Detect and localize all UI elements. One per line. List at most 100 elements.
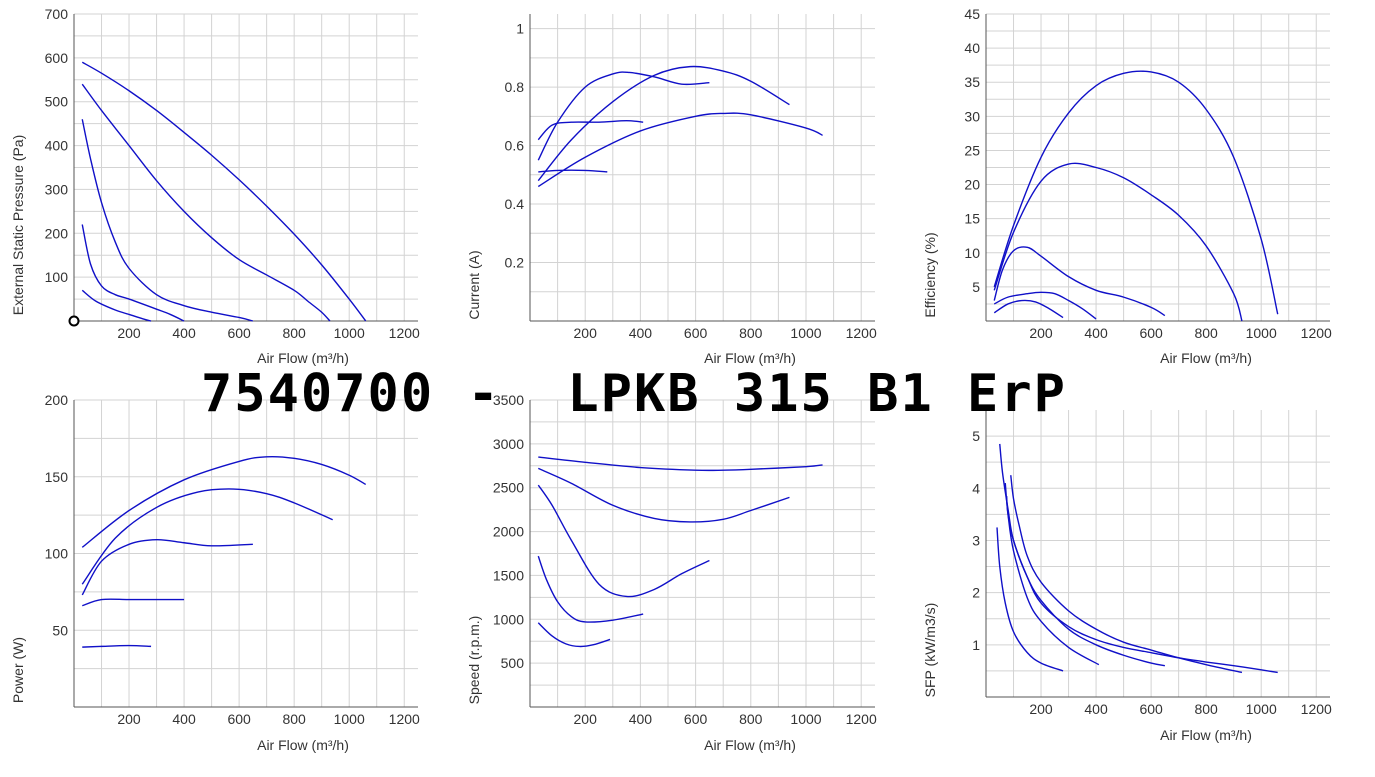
x-tick-label: 1000 (790, 711, 821, 727)
y-tick-label: 0.4 (505, 196, 525, 212)
x-tick-label: 400 (1084, 701, 1108, 717)
x-tick-label: 600 (684, 711, 708, 727)
x-tick-label: 1000 (790, 325, 821, 341)
efficiency-series-line (993, 162, 1243, 322)
y-tick-label: 200 (45, 392, 69, 408)
y-tick-label: 20 (964, 177, 980, 193)
current-series-line (538, 169, 608, 173)
y-tick-label: 0.8 (505, 79, 525, 95)
sfp-series-line (1004, 482, 1100, 666)
speed-series-line (538, 456, 823, 472)
y-tick-label: 200 (45, 225, 69, 241)
x-tick-label: 400 (629, 325, 653, 341)
x-tick-label: 200 (574, 325, 598, 341)
current-series-line (537, 112, 823, 188)
product-title: 7540700 - LPKB 315 B1 ErP (201, 364, 1067, 424)
x-tick-label: 1200 (846, 711, 877, 727)
y-tick-label: 2500 (493, 480, 524, 496)
pressure-series-line (81, 289, 152, 322)
x-tick-label: 200 (117, 711, 141, 727)
y-tick-label: 3500 (493, 392, 524, 408)
power-x-axis-label: Air Flow (m³/h) (257, 737, 349, 753)
y-tick-label: 25 (964, 142, 980, 158)
x-tick-label: 400 (1084, 325, 1108, 341)
current-grid (530, 14, 875, 321)
x-tick-label: 800 (739, 711, 763, 727)
y-tick-label: 500 (501, 655, 525, 671)
current-series-line (537, 71, 710, 161)
x-tick-label: 200 (1029, 701, 1053, 717)
x-tick-label: 400 (172, 325, 196, 341)
y-tick-label: 0.2 (505, 255, 525, 271)
x-tick-label: 1000 (1246, 325, 1277, 341)
y-tick-label: 400 (45, 138, 69, 154)
pressure-y-axis-label: External Static Pressure (Pa) (10, 135, 26, 316)
sfp-series-line (1010, 475, 1243, 674)
y-tick-label: 300 (45, 181, 69, 197)
power-series-line (81, 488, 333, 585)
efficiency-series-line (993, 246, 1166, 317)
y-tick-label: 4 (972, 480, 980, 496)
y-tick-label: 5 (972, 279, 980, 295)
pressure-series-line (81, 61, 367, 322)
x-tick-label: 800 (1194, 325, 1218, 341)
power-chart: 200 400 600 800 1000 1200 50 100 150 200 Air Flow … (10, 392, 420, 753)
x-tick-label: 1200 (1301, 701, 1332, 717)
power-series-line (81, 455, 367, 548)
sfp-series-line (996, 527, 1064, 672)
x-tick-label: 1200 (1301, 325, 1332, 341)
y-tick-label: 35 (964, 74, 980, 90)
y-tick-label: 3 (972, 532, 980, 548)
y-tick-label: 0.6 (505, 138, 525, 154)
speed-series-line (537, 622, 611, 648)
sfp-y-axis-label: SFP (kW/m3/s) (922, 603, 938, 698)
speed-y-axis-label: Speed (r.p.m.) (466, 616, 482, 705)
y-tick-label: 1 (516, 21, 524, 37)
y-tick-label: 50 (52, 622, 68, 638)
efficiency-y-axis-label: Efficiency (%) (922, 232, 938, 317)
y-tick-label: 1500 (493, 567, 524, 583)
x-tick-label: 1200 (389, 711, 420, 727)
x-tick-label: 1000 (334, 325, 365, 341)
speed-series-line (537, 467, 790, 523)
power-series-line (81, 538, 253, 596)
y-tick-label: 15 (964, 211, 980, 227)
pressure-chart: 200 400 600 800 1000 1200 100 200 300 400 500 600 70… (10, 6, 420, 366)
efficiency-series-line (993, 299, 1064, 319)
efficiency-chart: 200 400 600 800 1000 1200 5 10 15 20 25 30 35 40 45 Air… (922, 6, 1332, 366)
y-tick-label: 5 (972, 428, 980, 444)
sfp-chart: 200 400 600 800 1000 1200 1 2 3 4 5 Air Flow (m³/h)… (922, 410, 1332, 743)
y-tick-label: 150 (45, 469, 69, 485)
x-tick-label: 1000 (1246, 701, 1277, 717)
y-tick-label: 30 (964, 108, 980, 124)
x-tick-label: 800 (282, 711, 306, 727)
efficiency-x-axis-label: Air Flow (m³/h) (1160, 350, 1252, 366)
efficiency-series-line (993, 291, 1097, 320)
pressure-series-line (81, 83, 331, 322)
pressure-series-line (81, 224, 185, 322)
power-grid (74, 399, 418, 707)
sfp-series-line (1005, 496, 1166, 667)
speed-series-line (537, 484, 710, 598)
x-tick-label: 1200 (389, 325, 420, 341)
y-tick-label: 700 (45, 6, 69, 22)
y-tick-label: 45 (964, 6, 980, 22)
x-tick-label: 400 (629, 711, 653, 727)
x-tick-label: 600 (1139, 325, 1163, 341)
power-y-axis-label: Power (W) (10, 637, 26, 703)
operating-point-marker[interactable] (68, 315, 80, 327)
sfp-x-axis-label: Air Flow (m³/h) (1160, 727, 1252, 743)
current-series-line (537, 120, 644, 141)
y-tick-label: 100 (45, 269, 69, 285)
speed-grid (530, 399, 875, 707)
speed-series-line (537, 555, 644, 623)
x-tick-label: 200 (117, 325, 141, 341)
current-x-axis-label: Air Flow (m³/h) (704, 350, 796, 366)
current-chart: 200 400 600 800 1000 1200 0.2 0.4 0.6 0.8 1 Air Flo… (466, 14, 877, 366)
y-tick-label: 100 (45, 546, 69, 562)
x-tick-label: 600 (1139, 701, 1163, 717)
x-tick-label: 800 (282, 325, 306, 341)
current-y-axis-label: Current (A) (466, 250, 482, 319)
x-tick-label: 1200 (846, 325, 877, 341)
